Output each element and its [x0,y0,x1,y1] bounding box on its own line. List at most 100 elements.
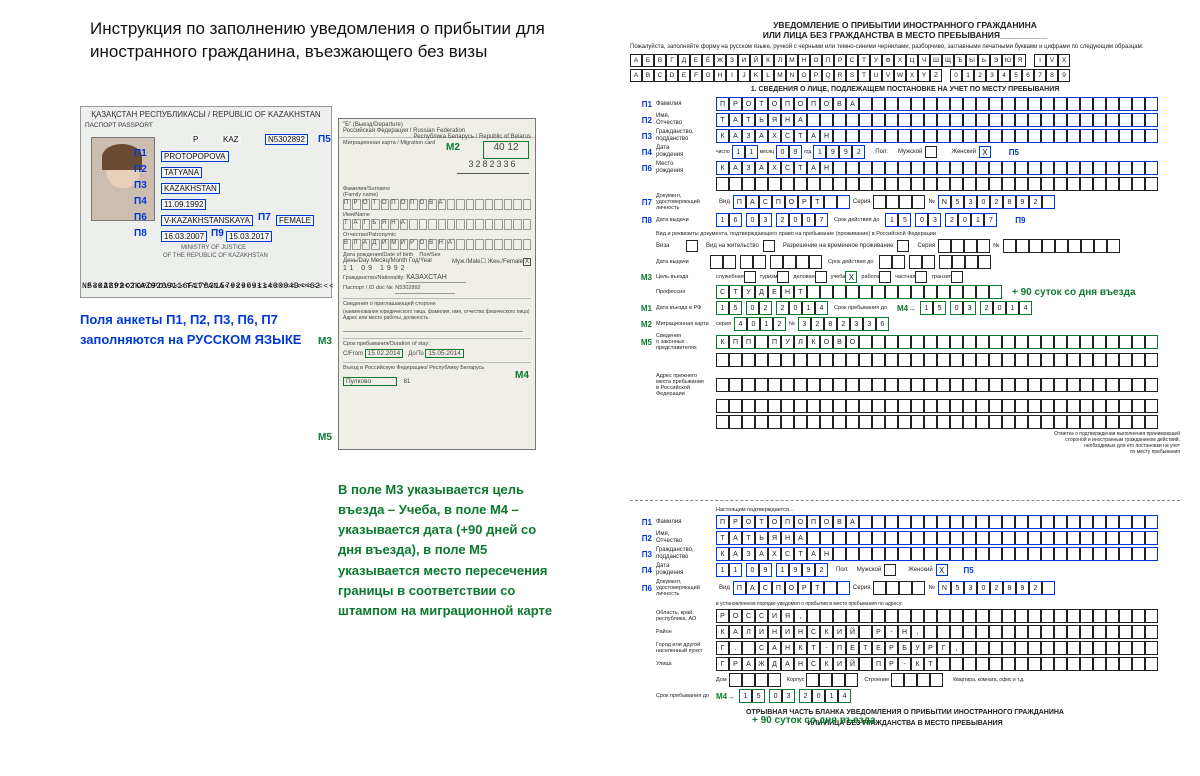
p9t: П9 [211,228,224,239]
p7t: П7 [258,212,271,223]
l-sex: Пол: [875,149,888,155]
m4t: М4 [515,370,529,381]
ft-p4: П4 [630,148,652,157]
to-p6: П6 [630,584,652,593]
mc-fchk: Х [523,258,531,266]
passport-number: N5302892 [265,134,308,145]
p4t: П4 [134,196,147,207]
ft-p6: П6 [630,164,652,173]
to-foot1: ОТРЫВНАЯ ЧАСТЬ БЛАНКА УВЕДОМЛЕНИЯ О ПРИБ… [630,709,1180,716]
mc-dob: 11 09 1992 [343,265,531,272]
mc-name-cells: ТАТЬЯНА [343,219,531,230]
ft-m2: М2 [630,320,652,329]
ft-m4r: М4→ [897,304,916,313]
to-foot2: ИЛИ ЛИЦА БЕЗ ГРАЖДАНСТВА В МЕСТО ПРЕБЫВА… [630,720,1180,727]
ft-p5: П5 [997,148,1019,157]
chk-study: X [845,271,857,283]
lab-doc: Документ, удостоверяющий личность [656,193,716,211]
passport-code: KAZ [221,135,241,144]
m2t: М2 [446,142,460,153]
p3t: П3 [134,180,147,191]
lab-purp: Цель въезда [656,274,716,280]
to-p3: П3 [630,550,652,559]
l-ser: Серия [853,199,871,205]
lab-addr: Адрес прежнего места пребывания в Россий… [656,373,716,397]
l-mon: месяц [760,149,774,155]
passport-pob: V-KAZAKHSTANSKAYA [161,215,253,226]
instruction-title: Инструкция по заполнению уведомления о п… [90,18,550,64]
mc-female: Жен./Female [488,259,523,265]
f-pob2 [716,177,1158,191]
ivx: IVX [1034,54,1070,67]
mc-surname-cells: ПРОТОПОПОВА [343,199,531,210]
lab-mc: Миграционная карта [656,321,716,327]
passport-type: P [191,135,200,144]
lab-pob: Место рождения [656,161,716,174]
p6t: П6 [134,212,147,223]
lab-entry: Дата въезда в РФ [656,305,716,311]
mc-t2: Российская Федерация / Russian Federatio… [343,128,465,134]
to-p1: П1 [630,518,652,527]
ft-p8: П8 [630,216,652,225]
l-yr: год [804,149,811,155]
green-note: В поле М3 указывается цель въезда – Учеб… [338,480,558,621]
mc-purplab: Сведения о приглашающей стороне [343,298,531,307]
passport-header: ҚАЗАҚСТАН РЕСПУБЛИКАСЫ / REPUBLIC OF KAZ… [81,110,331,119]
ft-m3: М3 [630,273,652,282]
ft-p1: П1 [630,100,652,109]
passport-name: TATYANA [161,167,202,178]
mc-entry: Пулково [343,377,397,386]
mrz2-out: N5302892<2KAZ9209116F1703157929091140004… [82,282,321,291]
f-surname: ПРОТОПОПОВА [716,97,1158,111]
passport-dob: 11.09.1992 [161,199,206,210]
ft-p7: П7 [630,198,652,207]
blue-note: Поля анкеты П1, П2, П3, П6, П7 заполняют… [80,310,330,349]
form-title2: ИЛИ ЛИЦА БЕЗ ГРАЖДАНСТВА В МЕСТО ПРЕБЫВА… [630,30,1180,40]
notification-form: УВЕДОМЛЕНИЕ О ПРИБЫТИИ ИНОСТРАННОГО ГРАЖ… [630,20,1180,455]
f-pob: КАЗАХСТАН [716,161,1158,175]
to-m4: М4→ [716,692,735,701]
p5-tag: П5 [318,134,331,145]
mc-patr-cells: ВЛАДИМИРОВНА [343,239,531,250]
ft-m1: М1 [630,304,652,313]
chk-f: X [979,146,991,158]
section1: 1. СВЕДЕНИЯ О ЛИЦЕ, ПОДЛЕЖАЩЕМ ПОСТАНОВК… [630,86,1180,93]
ft-m5: М5 [630,338,652,347]
chk-m [925,146,937,158]
alpha-en: ABCDEFGHIJKLMNOPQRSTUVWXYZ [630,69,942,82]
mc-cit: КАЗАХСТАН [406,274,466,283]
form-consent: Отметка о подтверждении выполнения прини… [630,431,1180,455]
m3t: М3 [318,336,332,347]
ft-p3: П3 [630,132,652,141]
passport-surname: PROTOPOPOVA [161,151,229,162]
l-f: Женский [951,149,975,155]
lab-stay: Срок пребывания до [834,305,887,311]
migration-card: "Б" (Выезд/Departure) Российская Федерац… [338,118,536,450]
sub-note: Вид и реквизиты документа, подтверждающе… [656,231,1180,237]
form-title1: УВЕДОМЛЕНИЕ О ПРИБЫТИИ ИНОСТРАННОГО ГРАЖ… [630,20,1180,30]
passport-issued: 16.03.2007 [161,231,207,242]
mc-number: 3282336 [457,159,529,174]
alpha-ru: АБВГДЕЁЖЗИЙКЛМНОПРСТУФХЦЧШЩЪЫЬЭЮЯ [630,54,1026,67]
ft-p9: П9 [1003,216,1025,225]
lab-arr: Сведения о законных представителях [656,333,716,351]
lab-exp: Срок действия до [834,217,879,223]
passport-expiry: 15.03.2017 [226,231,272,242]
passport-mock: ҚАЗАҚСТАН РЕСПУБЛИКАСЫ / REPUBLIC OF KAZ… [80,106,332,298]
to-stay-note: + 90 суток со дня въезда [752,715,876,726]
l-no: № [928,199,934,205]
mc-male: Муж./Male [452,259,481,265]
lab-name: Имя, Отчество [656,113,716,126]
mc-stamplab: Въезд в Российскую Федерацию/ Республику… [343,362,531,371]
stay-note: + 90 суток со дня въезда [1012,287,1136,298]
mc-doc: N5302892 [395,285,455,294]
p8t: П8 [134,228,147,239]
form-instr: Пожалуйста, заполняйте форму на русском … [630,44,1180,50]
l-visa: Виза [656,243,686,249]
lab-iss: Дата выдачи [656,217,716,223]
mc-to: 15.05.2014 [425,349,464,358]
m5t: М5 [318,432,332,443]
purp-val: учеба [831,274,846,280]
l-vid: Вид [719,199,730,205]
to-hdr: Настоящим подтверждается... [716,507,1180,513]
